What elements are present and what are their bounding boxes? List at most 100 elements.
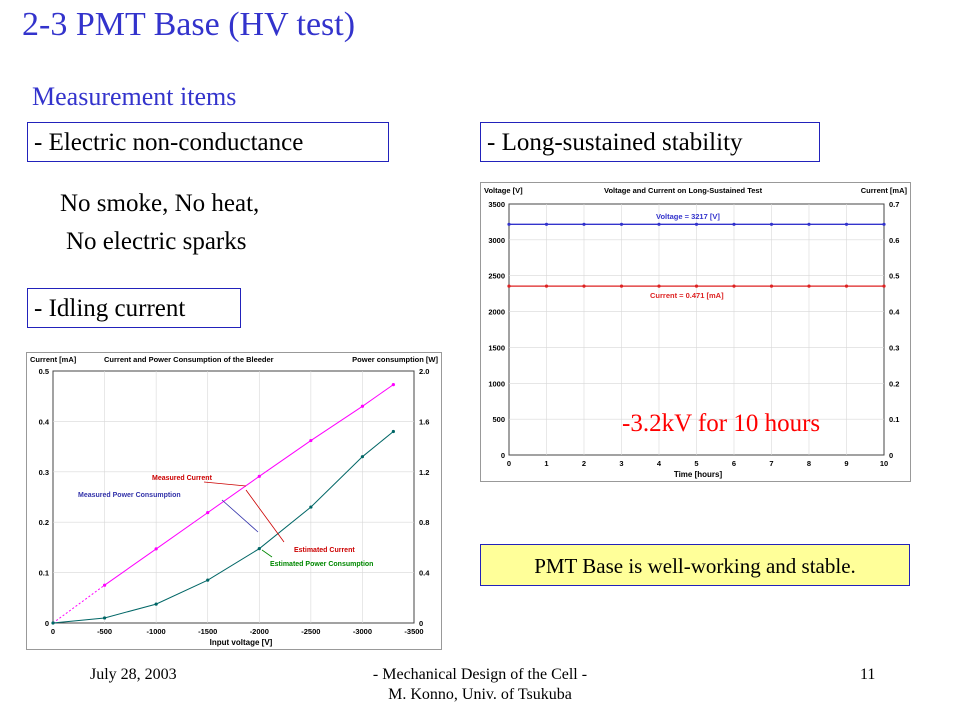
- item-long-sustained-stability: - Long-sustained stability: [480, 122, 820, 162]
- data-point: [360, 455, 365, 459]
- hv-duration-note: -3.2kV for 10 hours: [622, 410, 821, 437]
- x-tick-label: -3500: [404, 627, 423, 636]
- chart-title: Current and Power Consumption of the Ble…: [104, 355, 274, 364]
- arrow-measured-current: [203, 481, 247, 487]
- long-sustained-test-chart: 0 1 2 3 4 5 6 7 8 9 100500100015002000250030003500…: [480, 182, 911, 482]
- data-point: [619, 284, 624, 288]
- y-tick-label: 2500: [488, 272, 505, 281]
- data-point: [507, 222, 511, 226]
- x-tick-label: -1000: [147, 627, 166, 636]
- data-point: [769, 284, 774, 288]
- x-tick-label: 4: [657, 459, 662, 468]
- y2-axis-label: Current [mA]: [861, 186, 908, 195]
- x-tick-label: -3000: [353, 627, 372, 636]
- data-point: [257, 474, 261, 478]
- data-point: [657, 284, 661, 288]
- arrow-estimated-power: [261, 549, 273, 558]
- y-tick-label: 500: [492, 415, 505, 424]
- data-point: [360, 404, 365, 408]
- voltage-series-label: Voltage = 3217 [V]: [656, 212, 720, 221]
- x-tick-label: 0: [507, 459, 511, 468]
- data-point: [882, 284, 886, 288]
- y2-tick-label: 0.4: [889, 308, 900, 317]
- data-point: [582, 222, 586, 226]
- data-point: [309, 438, 313, 443]
- plot-area: [52, 370, 415, 624]
- footer-center-line2: M. Konno, Univ. of Tsukuba: [388, 686, 572, 703]
- y-tick-label: 1000: [488, 379, 505, 388]
- y2-tick-label: 2.0: [419, 367, 429, 376]
- data-point: [51, 621, 55, 625]
- data-point: [257, 547, 261, 551]
- item-electric-non-conductance: - Electric non-conductance: [27, 122, 389, 162]
- chart-grid: [52, 370, 415, 624]
- data-point: [694, 284, 699, 288]
- data-point: [154, 602, 158, 606]
- y-tick-label: 0.2: [39, 518, 49, 527]
- series-line-1: [52, 431, 394, 624]
- non-conductance-result-line1: No smoke, No heat,: [60, 190, 260, 217]
- arrow-measured-power: [221, 499, 259, 533]
- x-tick-label: 2: [582, 459, 586, 468]
- current-series-label: Current = 0.471 [mA]: [650, 291, 724, 300]
- x-tick-label: 7: [769, 459, 773, 468]
- y2-tick-label: 0.4: [419, 569, 430, 578]
- y-tick-label: 3000: [488, 236, 505, 245]
- footer-date: July 28, 2003: [90, 666, 177, 683]
- y2-tick-label: 1.2: [419, 468, 429, 477]
- x-tick-label: 9: [844, 459, 848, 468]
- chart-title: Voltage and Current on Long-Sustained Te…: [604, 186, 763, 195]
- data-point: [619, 222, 624, 226]
- data-point: [694, 222, 699, 226]
- x-tick-label: 5: [694, 459, 698, 468]
- footer-page-number: 11: [860, 666, 876, 683]
- data-point: [206, 511, 210, 515]
- y-tick-label: 0: [501, 451, 505, 460]
- x-tick-label: -2500: [301, 627, 320, 636]
- data-point: [154, 547, 158, 551]
- annotation-measured-current: Measured Current: [152, 475, 213, 482]
- y2-tick-label: 0.2: [889, 379, 899, 388]
- x-tick-label: 6: [732, 459, 736, 468]
- y-tick-label: 0: [45, 619, 49, 628]
- x-tick-label: 8: [807, 459, 811, 468]
- y-axis-label: Voltage [V]: [484, 186, 523, 195]
- data-point: [309, 505, 313, 509]
- chart-grid: [508, 203, 885, 456]
- x-tick-label: -500: [97, 627, 112, 636]
- chart-frame: [480, 182, 911, 482]
- data-point: [807, 284, 811, 288]
- measurement-items-heading: Measurement items: [32, 82, 237, 111]
- y2-tick-label: 0.6: [889, 236, 899, 245]
- data-point: [102, 583, 107, 587]
- y2-tick-label: 0.8: [419, 518, 429, 527]
- data-point: [391, 429, 395, 434]
- y2-tick-label: 0: [889, 451, 893, 460]
- y-tick-label: 0.3: [39, 468, 49, 477]
- footer-center-line1: - Mechanical Design of the Cell -: [372, 666, 588, 683]
- annotation-estimated-current: Estimated Current: [294, 547, 355, 554]
- conclusion-box: PMT Base is well-working and stable.: [480, 544, 910, 586]
- y-tick-label: 1500: [488, 343, 505, 352]
- data-point: [732, 284, 736, 288]
- x-axis-label: Input voltage [V]: [210, 638, 273, 647]
- data-point: [544, 222, 549, 226]
- y2-tick-label: 0.1: [889, 415, 899, 424]
- x-tick-label: 1: [544, 459, 548, 468]
- data-point: [507, 284, 511, 288]
- y2-tick-label: 0.3: [889, 343, 899, 352]
- chart-frame: [26, 352, 442, 650]
- y-tick-label: 0.5: [39, 367, 49, 376]
- series-extrapolation-0: [52, 584, 105, 624]
- data-point: [582, 284, 586, 288]
- x-tick-label: 0: [51, 627, 55, 636]
- data-point: [657, 222, 661, 226]
- data-point: [206, 578, 210, 582]
- y2-axis-label: Power consumption [W]: [352, 355, 438, 364]
- data-point: [882, 222, 886, 226]
- y-axis-label: Current [mA]: [30, 355, 77, 364]
- data-point: [102, 616, 107, 620]
- data-point: [391, 383, 395, 387]
- data-point: [844, 222, 849, 226]
- data-point: [807, 222, 811, 226]
